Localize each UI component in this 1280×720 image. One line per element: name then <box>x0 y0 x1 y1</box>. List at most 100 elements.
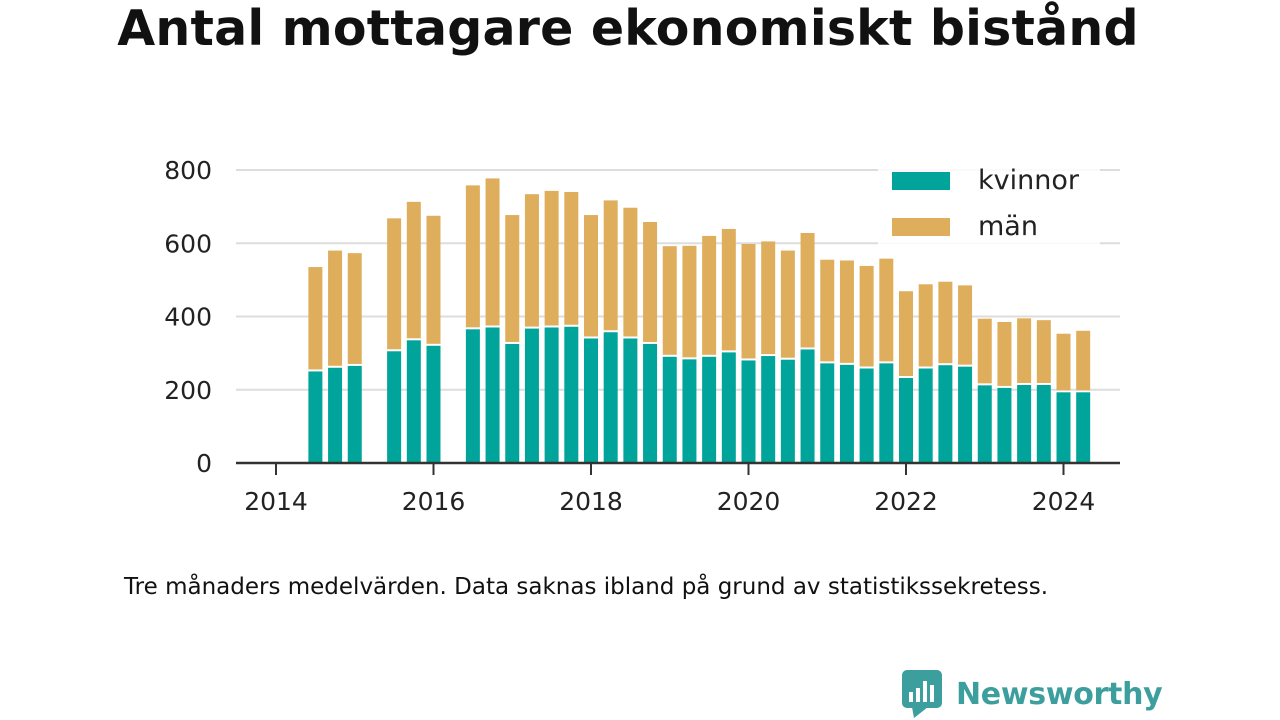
bar-segment-män <box>839 260 854 363</box>
bar-segment-män <box>564 191 579 325</box>
axes: 0 200 400 600 800 2014 2016 2018 2020 2022 2024 <box>164 156 1120 516</box>
bar-segment-kvinnor <box>387 351 402 463</box>
bar-segment-kvinnor <box>544 327 559 463</box>
bar-segment-kvinnor <box>702 356 717 463</box>
bar-segment-män <box>603 200 618 331</box>
x-tick-label: 2016 <box>402 487 466 516</box>
x-tick-label: 2024 <box>1032 487 1096 516</box>
bar-segment-män <box>682 245 697 358</box>
bar-segment-män <box>958 285 973 365</box>
x-tick-label: 2018 <box>559 487 623 516</box>
y-tick-label: 800 <box>164 156 212 185</box>
bar-segment-män <box>308 267 323 370</box>
bar-segment-kvinnor <box>682 359 697 463</box>
bar-segment-kvinnor <box>524 328 539 463</box>
bar-segment-kvinnor <box>485 327 500 463</box>
bar-segment-kvinnor <box>603 332 618 463</box>
x-tick-label: 2022 <box>874 487 938 516</box>
bar-segment-kvinnor <box>839 364 854 463</box>
x-tick-label: 2020 <box>717 487 781 516</box>
bar-segment-kvinnor <box>721 352 736 463</box>
bar-segment-kvinnor <box>328 367 343 463</box>
bar-segment-män <box>820 259 835 362</box>
bar-segment-män <box>485 178 500 326</box>
bar-segment-män <box>938 281 953 364</box>
bar-segment-kvinnor <box>918 368 933 463</box>
bar-segment-män <box>879 258 894 362</box>
bar-segment-män <box>800 232 815 348</box>
bar-segment-män <box>662 246 677 355</box>
legend-swatch-kvinnor <box>892 172 950 190</box>
x-tick-label: 2014 <box>244 487 308 516</box>
y-tick-label: 600 <box>164 229 212 258</box>
bar-segment-män <box>899 291 913 377</box>
y-tick-label: 0 <box>196 449 212 478</box>
bar-segment-kvinnor <box>406 340 421 463</box>
bar-segment-män <box>426 215 441 344</box>
bar-segment-kvinnor <box>997 387 1012 463</box>
bar-segment-män <box>1036 320 1051 383</box>
bar-segment-kvinnor <box>623 338 638 463</box>
bar-segment-kvinnor <box>426 345 441 463</box>
legend-label-kvinnor: kvinnor <box>978 165 1080 196</box>
bar-segment-män <box>465 185 480 328</box>
bar-segment-kvinnor <box>938 365 953 463</box>
brand-logo: Newsworthy <box>902 670 1163 718</box>
stacked-bar-chart: 0 200 400 600 800 2014 2016 2018 2020 2022 2024 kv… <box>164 156 1120 516</box>
bar-segment-män <box>741 243 756 359</box>
legend-label-män: män <box>978 211 1038 242</box>
bar-segment-män <box>977 318 992 384</box>
bar-segment-män <box>387 218 402 350</box>
bar-segment-kvinnor <box>584 338 598 463</box>
bar-segment-kvinnor <box>1036 384 1051 463</box>
bar-segment-män <box>702 235 717 355</box>
bar-segment-kvinnor <box>820 363 835 463</box>
bar-segment-män <box>643 222 658 342</box>
y-tick-label: 400 <box>164 303 212 332</box>
bar-segment-män <box>1056 333 1071 391</box>
bar-segment-kvinnor <box>1017 384 1032 463</box>
y-tick-label: 200 <box>164 376 212 405</box>
bar-segment-kvinnor <box>347 365 362 463</box>
bar-segment-kvinnor <box>465 329 480 463</box>
bar-segment-män <box>406 201 421 339</box>
newsworthy-logo-icon <box>902 670 942 718</box>
bar-segment-kvinnor <box>879 363 894 463</box>
bar-segment-män <box>524 194 539 327</box>
bars <box>308 178 1091 463</box>
bar-segment-män <box>1076 330 1091 391</box>
bar-segment-kvinnor <box>741 360 756 463</box>
bar-segment-kvinnor <box>780 359 795 463</box>
bar-segment-män <box>328 250 343 366</box>
legend-swatch-män <box>892 218 950 236</box>
bar-segment-män <box>1017 318 1032 383</box>
brand-name: Newsworthy <box>956 676 1163 712</box>
bar-segment-män <box>997 321 1012 386</box>
bar-segment-kvinnor <box>859 368 874 463</box>
bar-segment-kvinnor <box>761 356 776 463</box>
bar-segment-kvinnor <box>643 343 658 463</box>
bar-segment-kvinnor <box>800 349 815 463</box>
bar-segment-män <box>505 215 520 342</box>
bar-segment-män <box>544 190 559 326</box>
bar-segment-män <box>584 215 598 337</box>
bar-segment-kvinnor <box>958 366 973 463</box>
bar-segment-män <box>780 250 795 358</box>
chart-title: Antal mottagare ekonomiskt bistånd <box>117 0 1139 57</box>
bar-segment-kvinnor <box>1056 392 1071 463</box>
chart-subtitle: Tre månaders medelvärden. Data saknas ib… <box>124 574 1049 600</box>
bar-segment-män <box>721 228 736 351</box>
bar-segment-kvinnor <box>662 356 677 463</box>
bar-segment-kvinnor <box>977 385 992 463</box>
bar-segment-kvinnor <box>899 378 913 463</box>
bar-segment-män <box>623 207 638 337</box>
bar-segment-kvinnor <box>1076 392 1091 463</box>
legend: kvinnor män <box>878 160 1100 246</box>
bar-segment-kvinnor <box>564 326 579 463</box>
bar-segment-män <box>918 284 933 367</box>
bar-segment-män <box>347 253 362 364</box>
bar-segment-män <box>761 241 776 355</box>
bar-segment-kvinnor <box>308 371 323 463</box>
bar-segment-kvinnor <box>505 343 520 463</box>
bar-segment-män <box>859 265 874 367</box>
